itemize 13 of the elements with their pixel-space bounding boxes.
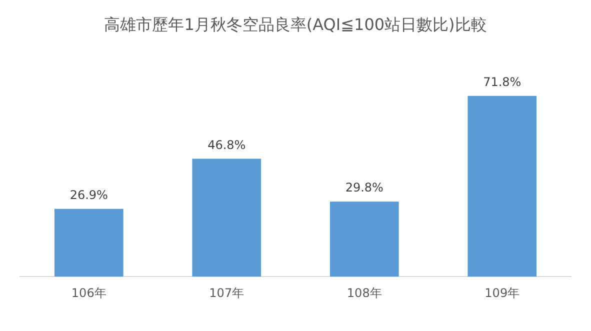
chart-title: 高雄市歷年1月秋冬空品良率(AQI≦100站日數比)比較 — [104, 14, 487, 34]
x-tick-label: 106年 — [71, 286, 106, 300]
bar — [330, 202, 399, 277]
bar — [192, 158, 262, 277]
x-tick-label: 107年 — [209, 286, 244, 300]
data-label: 26.9% — [70, 188, 108, 202]
x-tick-label: 109年 — [484, 286, 520, 300]
data-label: 29.8% — [345, 180, 384, 195]
bar — [54, 208, 124, 277]
data-label: 71.8% — [483, 74, 522, 89]
bar — [468, 96, 537, 277]
data-label: 46.8% — [208, 138, 246, 152]
x-tick-label: 108年 — [346, 286, 382, 300]
